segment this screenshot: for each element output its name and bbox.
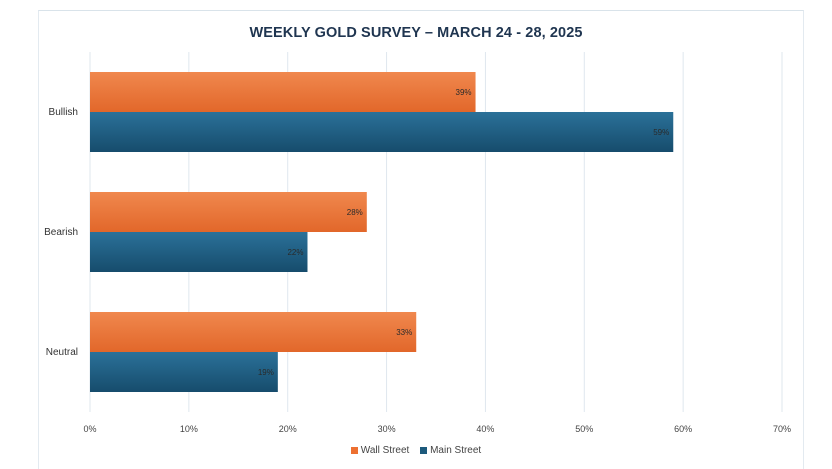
data-label: 22% (287, 248, 303, 257)
x-tick-label: 70% (773, 424, 791, 434)
x-tick-label: 50% (575, 424, 593, 434)
data-label: 59% (653, 128, 669, 137)
x-tick-label: 30% (378, 424, 396, 434)
x-tick-label: 20% (279, 424, 297, 434)
data-label: 39% (456, 88, 472, 97)
bar-main-street (90, 352, 278, 392)
legend-label-wall-street: Wall Street (360, 445, 410, 456)
data-label: 33% (396, 328, 412, 337)
bar-main-street (90, 112, 674, 152)
bar-wall-street (90, 192, 367, 232)
x-tick-label: 60% (674, 424, 692, 434)
category-label: Neutral (46, 347, 78, 358)
bar-wall-street (90, 72, 476, 112)
x-tick-labels: 0% 10% 20% 30% 40% 50% 60% 70% (83, 424, 791, 434)
chart-title: WEEKLY GOLD SURVEY – MARCH 24 - 28, 2025 (249, 25, 583, 41)
x-tick-label: 40% (476, 424, 494, 434)
legend-swatch-wall-street (350, 447, 358, 454)
data-label: 19% (258, 368, 274, 377)
legend-swatch-main-street (420, 447, 428, 454)
x-tick-label: 0% (83, 424, 96, 434)
category-labels: Bullish Bearish Neutral (44, 107, 78, 358)
bar-wall-street (90, 312, 417, 352)
legend-item-wall-street: Wall Street (350, 445, 410, 456)
bar-main-street (90, 232, 308, 272)
bars: 39% 59% 28% 22% 33% 19% (90, 72, 674, 392)
category-label: Bullish (49, 107, 78, 118)
legend-item-main-street: Main Street (420, 445, 481, 456)
category-label: Bearish (44, 227, 78, 238)
legend: Wall Street Main Street (0, 445, 832, 457)
x-tick-label: 10% (180, 424, 198, 434)
data-label: 28% (347, 208, 363, 217)
legend-label-main-street: Main Street (430, 445, 482, 456)
